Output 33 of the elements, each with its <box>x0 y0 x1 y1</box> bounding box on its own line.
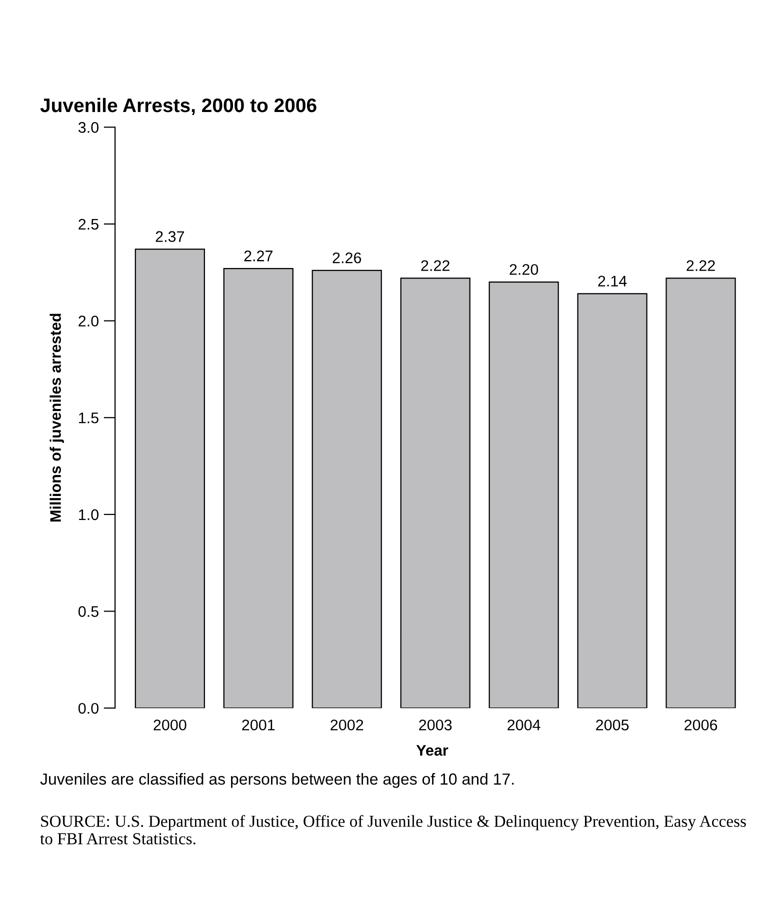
bar <box>400 278 470 708</box>
bar <box>666 278 736 708</box>
y-tick-label: 1.5 <box>79 412 98 424</box>
source-note: SOURCE: U.S. Department of Justice, Office of Juvenile Justice & Delinquency Prevention, Easy Access to FBI Arrest Statistics. <box>40 815 746 844</box>
bar <box>577 293 648 708</box>
x-tick-label: 2002 <box>330 720 364 730</box>
bar <box>223 268 294 708</box>
x-tick-label: 2004 <box>508 720 540 730</box>
bar <box>488 282 559 708</box>
y-tick-label: 0.5 <box>78 606 98 617</box>
y-tick-label: 3.0 <box>78 122 98 133</box>
data-label: 2.22 <box>686 260 715 271</box>
data-label: 2.26 <box>332 252 362 264</box>
y-tick-label: 0.0 <box>78 702 98 714</box>
y-tick-label: 2.0 <box>78 316 98 326</box>
y-tick-label: 2.5 <box>78 218 98 230</box>
y-axis-title: Millions of juveniles arrested <box>50 314 64 522</box>
data-label: 2.14 <box>598 276 627 286</box>
x-tick-label: 2003 <box>419 720 452 730</box>
bar <box>134 248 205 708</box>
data-label: 2.37 <box>156 231 184 242</box>
x-axis-title: Year <box>416 745 448 756</box>
data-label: 2.20 <box>510 264 538 275</box>
bar <box>312 270 382 708</box>
data-label: 2.27 <box>244 250 272 262</box>
data-label: 2.22 <box>421 260 450 271</box>
x-tick-label: 2001 <box>242 720 275 730</box>
y-tick-label: 1.0 <box>79 509 98 520</box>
text: Juveniles are classified as persons between the ages of 10 and 17. <box>40 773 514 788</box>
x-tick-label: 2005 <box>596 720 629 730</box>
chart-title: Juvenile Arrests, 2000 to 2006 <box>40 98 316 116</box>
x-tick-label: 2000 <box>154 720 186 730</box>
x-tick-label: 2006 <box>684 720 718 730</box>
